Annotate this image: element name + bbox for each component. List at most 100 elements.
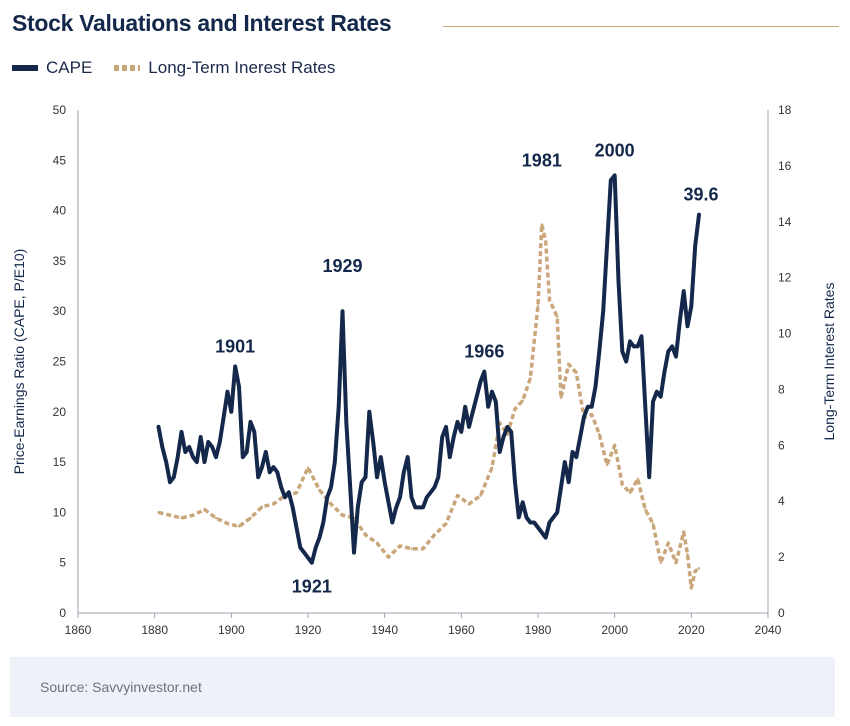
y-left-tick-label: 20	[53, 405, 67, 419]
data-point-rates	[628, 491, 632, 495]
data-point-cape	[394, 505, 398, 509]
data-point-cape	[268, 470, 272, 474]
data-point-cape	[479, 380, 482, 384]
y-left-tick-label: 25	[53, 355, 67, 369]
data-point-cape	[283, 495, 287, 499]
x-tick-label: 1860	[65, 623, 92, 637]
data-point-cape	[252, 430, 256, 434]
legend-label-cape: CAPE	[46, 58, 93, 77]
data-point-rates	[191, 513, 195, 517]
data-point-cape	[563, 460, 567, 464]
data-point-rates	[214, 516, 218, 520]
data-point-rates	[398, 544, 402, 548]
data-point-rates	[260, 505, 264, 509]
data-point-rates	[364, 533, 367, 536]
data-point-rates	[479, 494, 482, 497]
data-point-cape	[360, 480, 364, 484]
data-label: 1981	[522, 150, 562, 170]
data-point-cape	[233, 365, 237, 369]
legend-item-cape: CAPE	[12, 58, 92, 78]
data-point-cape	[452, 435, 456, 439]
data-point-cape	[237, 385, 241, 389]
legend-item-rates: Long-Term Inerest Rates	[114, 58, 335, 78]
data-point-cape	[643, 405, 647, 409]
data-point-cape	[379, 455, 383, 459]
data-point-cape	[594, 385, 597, 389]
data-point-rates	[341, 513, 344, 517]
data-point-cape	[647, 475, 651, 479]
data-point-cape	[551, 515, 555, 519]
data-point-rates	[686, 553, 689, 556]
data-point-cape	[433, 485, 436, 489]
data-point-cape	[245, 450, 249, 454]
data-point-rates	[621, 483, 624, 486]
y-right-tick-label: 16	[778, 159, 792, 173]
y-right-tick-label: 14	[778, 215, 792, 229]
data-point-cape	[172, 475, 176, 479]
data-point-rates	[544, 240, 547, 243]
data-point-rates	[590, 413, 593, 416]
data-label: 1929	[322, 256, 362, 276]
data-point-cape	[298, 546, 302, 550]
x-tick-label: 1980	[525, 623, 552, 637]
data-point-cape	[632, 344, 636, 348]
data-point-cape	[356, 505, 360, 509]
x-tick-label: 1880	[141, 623, 168, 637]
data-point-cape	[325, 495, 329, 499]
title-divider	[443, 26, 839, 27]
data-point-cape	[678, 319, 682, 323]
data-point-rates	[559, 396, 563, 400]
data-point-cape	[659, 395, 663, 399]
data-point-cape	[199, 435, 203, 439]
data-point-cape	[636, 344, 640, 348]
data-point-cape	[371, 440, 375, 444]
data-point-cape	[505, 425, 509, 429]
data-point-cape	[337, 405, 341, 409]
data-point-cape	[214, 455, 218, 459]
data-point-cape	[226, 390, 229, 394]
data-point-rates	[598, 432, 601, 436]
x-tick-label: 2040	[755, 623, 782, 637]
data-point-cape	[605, 244, 609, 248]
data-point-cape	[387, 500, 390, 504]
data-point-rates	[690, 586, 693, 590]
data-point-cape	[655, 390, 659, 394]
x-tick-label: 2020	[678, 623, 705, 637]
data-point-cape	[302, 551, 306, 555]
data-label: 39.6	[683, 185, 718, 205]
data-point-cape	[540, 531, 544, 535]
data-point-rates	[536, 304, 540, 307]
data-point-rates	[329, 502, 333, 506]
data-point-cape	[318, 536, 321, 540]
data-point-rates	[375, 541, 379, 545]
data-point-cape	[674, 354, 678, 358]
data-point-cape	[306, 556, 310, 560]
x-tick-label: 1900	[218, 623, 245, 637]
data-point-cape	[341, 309, 344, 313]
data-point-cape	[640, 334, 643, 338]
chart-title: Stock Valuations and Interest Rates	[12, 10, 392, 36]
data-point-cape	[160, 445, 164, 449]
chart-svg: 1860 1880 1900 1920 1940 1960 1980 2000 2020 2040…	[11, 103, 837, 637]
data-label: 1966	[464, 342, 504, 362]
data-point-rates	[521, 399, 524, 402]
data-point-rates	[456, 494, 459, 497]
y-left-tick-label: 5	[59, 556, 66, 570]
data-point-rates	[444, 522, 448, 525]
data-point-cape	[413, 505, 417, 509]
data-point-cape	[467, 425, 471, 429]
data-label: 1901	[215, 337, 255, 357]
data-point-rates	[168, 513, 172, 517]
data-point-cape	[210, 445, 214, 449]
data-point-cape	[475, 395, 479, 399]
data-point-cape	[203, 460, 206, 464]
data-point-cape	[624, 360, 628, 363]
data-point-cape	[425, 495, 429, 499]
data-point-cape	[183, 450, 187, 454]
data-point-cape	[275, 470, 279, 474]
data-point-cape	[532, 520, 536, 524]
data-point-cape	[417, 505, 421, 509]
data-point-cape	[686, 324, 689, 328]
data-point-cape	[191, 455, 195, 459]
data-point-cape	[471, 410, 475, 414]
